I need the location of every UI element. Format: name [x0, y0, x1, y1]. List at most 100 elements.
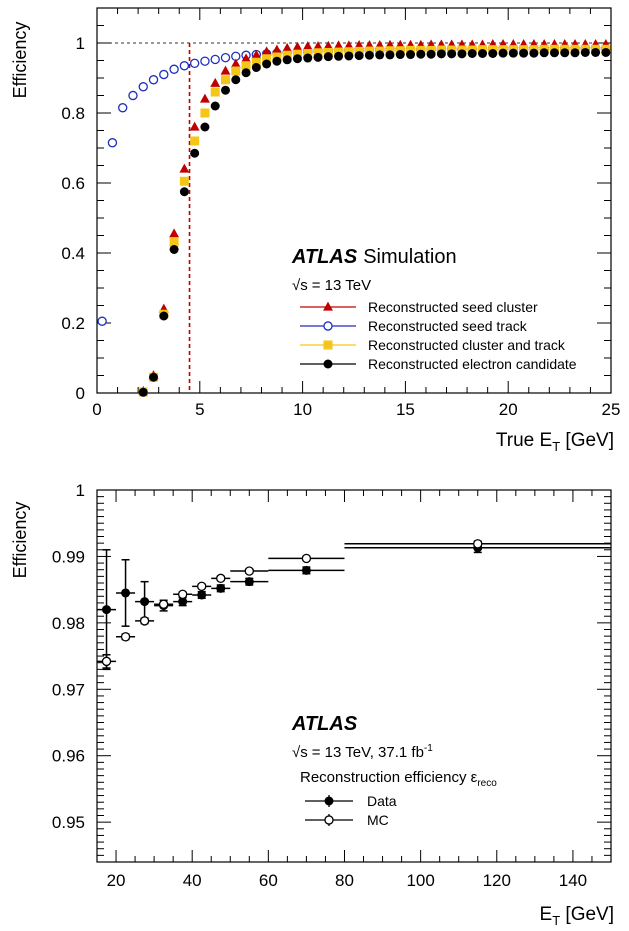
- top-data-point: [251, 57, 261, 67]
- top-data-point: [375, 50, 385, 60]
- bottom-data-point: [177, 589, 188, 599]
- top-data-point: [303, 53, 313, 63]
- bottom-y-tick-label: 0.97: [52, 680, 85, 699]
- bottom-data-point: [197, 581, 207, 592]
- bottom-data-point: [158, 599, 169, 609]
- top-data-point: [138, 82, 148, 92]
- legend-marker: [324, 815, 334, 825]
- sqrt-s-bottom: √s: [292, 744, 308, 761]
- bottom-data-point: [140, 597, 150, 607]
- top-data-point: [190, 136, 200, 146]
- bottom-y-tick-label: 0.99: [52, 547, 85, 566]
- top-data-point: [241, 53, 252, 63]
- top-data-point: [457, 49, 467, 59]
- top-data-point: [128, 90, 138, 101]
- top-data-point: [395, 50, 405, 60]
- top-data-point: [220, 65, 231, 75]
- bottom-y-tick-label: 1: [76, 481, 85, 500]
- top-data-point: [498, 48, 508, 58]
- legend-entry-label: Reconstructed electron candidate: [368, 356, 577, 372]
- top-data-point: [179, 187, 189, 197]
- top-data-point: [292, 54, 302, 64]
- legend-entry-label: Reconstructed cluster and track: [368, 337, 566, 353]
- legend-marker: [323, 340, 333, 350]
- top-x-label-main: True E: [496, 430, 552, 451]
- top-data-point: [179, 61, 190, 71]
- legend-entry-label: MC: [367, 812, 389, 828]
- top-data-point: [251, 63, 261, 72]
- energy-lumi-text: = 13 TeV, 37.1 fb: [312, 744, 424, 761]
- top-data-point: [323, 40, 334, 50]
- top-energy-label: √s = 13 TeV: [292, 277, 371, 294]
- bottom-data-point: [120, 632, 131, 642]
- top-data-point: [343, 40, 354, 50]
- bottom-data-point: [178, 597, 188, 607]
- top-data-point: [529, 48, 539, 58]
- top-data-point: [231, 66, 241, 76]
- top-data-point: [436, 49, 446, 59]
- bottom-data-point: [244, 566, 254, 576]
- top-data-point: [241, 68, 251, 78]
- top-data-point: [447, 49, 457, 59]
- reco-efficiency-label: Reconstruction efficiency εreco: [300, 769, 497, 789]
- top-series-filled-circle: [138, 47, 611, 397]
- bottom-data-point: [216, 583, 226, 593]
- energy-text: = 13 TeV: [312, 277, 371, 294]
- top-data-point: [467, 49, 477, 58]
- simulation-text: Simulation: [363, 246, 456, 268]
- top-data-point: [189, 58, 200, 69]
- top-data-point: [292, 41, 303, 51]
- top-data-point: [159, 69, 169, 80]
- bottom-x-label-unit: [GeV]: [560, 904, 614, 925]
- bottom-x-label-sub: T: [552, 913, 560, 928]
- top-data-point: [570, 48, 580, 58]
- bottom-data-point: [139, 616, 150, 626]
- top-data-point: [210, 54, 220, 65]
- bottom-series-data: [97, 542, 611, 671]
- top-data-point: [478, 49, 487, 58]
- top-data-point: [200, 56, 210, 66]
- bottom-x-tick-label: 60: [259, 871, 278, 890]
- top-x-tick-label: 5: [195, 400, 204, 419]
- top-y-tick-label: 0.2: [61, 314, 85, 333]
- top-data-point: [262, 54, 272, 64]
- top-y-tick-label: 0: [76, 384, 85, 403]
- bottom-x-label-main: E: [540, 904, 553, 925]
- bottom-x-tick-label: 100: [406, 871, 434, 890]
- top-data-point: [539, 48, 549, 58]
- legend-marker: [324, 796, 334, 806]
- top-data-point: [282, 55, 292, 65]
- top-markers: [97, 39, 611, 397]
- top-data-point: [426, 49, 436, 59]
- bottom-legend: Data MC: [305, 793, 397, 828]
- bottom-data-point: [244, 577, 254, 587]
- bottom-x-tick-label: 40: [183, 871, 202, 890]
- top-data-point: [323, 52, 333, 62]
- top-data-point: [334, 51, 344, 61]
- top-data-point: [406, 50, 416, 60]
- top-data-point: [148, 75, 159, 85]
- top-data-point: [313, 52, 323, 62]
- top-data-point: [344, 51, 354, 61]
- top-data-point: [117, 103, 128, 113]
- top-panel: 0 5 10 15 20 25 0 0.2 0.4 0.6 0.8 1 Efficiency True…: [10, 7, 620, 454]
- top-data-point: [107, 138, 118, 148]
- top-data-point: [221, 75, 230, 85]
- top-data-point: [282, 42, 293, 52]
- bottom-atlas-label: ATLAS: [291, 713, 358, 735]
- top-data-point: [271, 44, 282, 54]
- top-data-point: [313, 41, 323, 51]
- top-data-point: [313, 48, 323, 58]
- top-data-point: [416, 49, 426, 59]
- sqrt-s: √s: [292, 277, 308, 294]
- legend-marker: [323, 359, 333, 369]
- top-y-tick-label: 0.6: [61, 174, 85, 193]
- top-data-point: [303, 49, 313, 58]
- bottom-x-tick-label: 80: [335, 871, 354, 890]
- top-data-point: [591, 47, 601, 57]
- bottom-data-point: [216, 573, 226, 584]
- bottom-x-tick-label: 120: [483, 871, 511, 890]
- bottom-y-axis-label: Efficiency: [10, 502, 30, 579]
- top-data-point: [200, 122, 210, 132]
